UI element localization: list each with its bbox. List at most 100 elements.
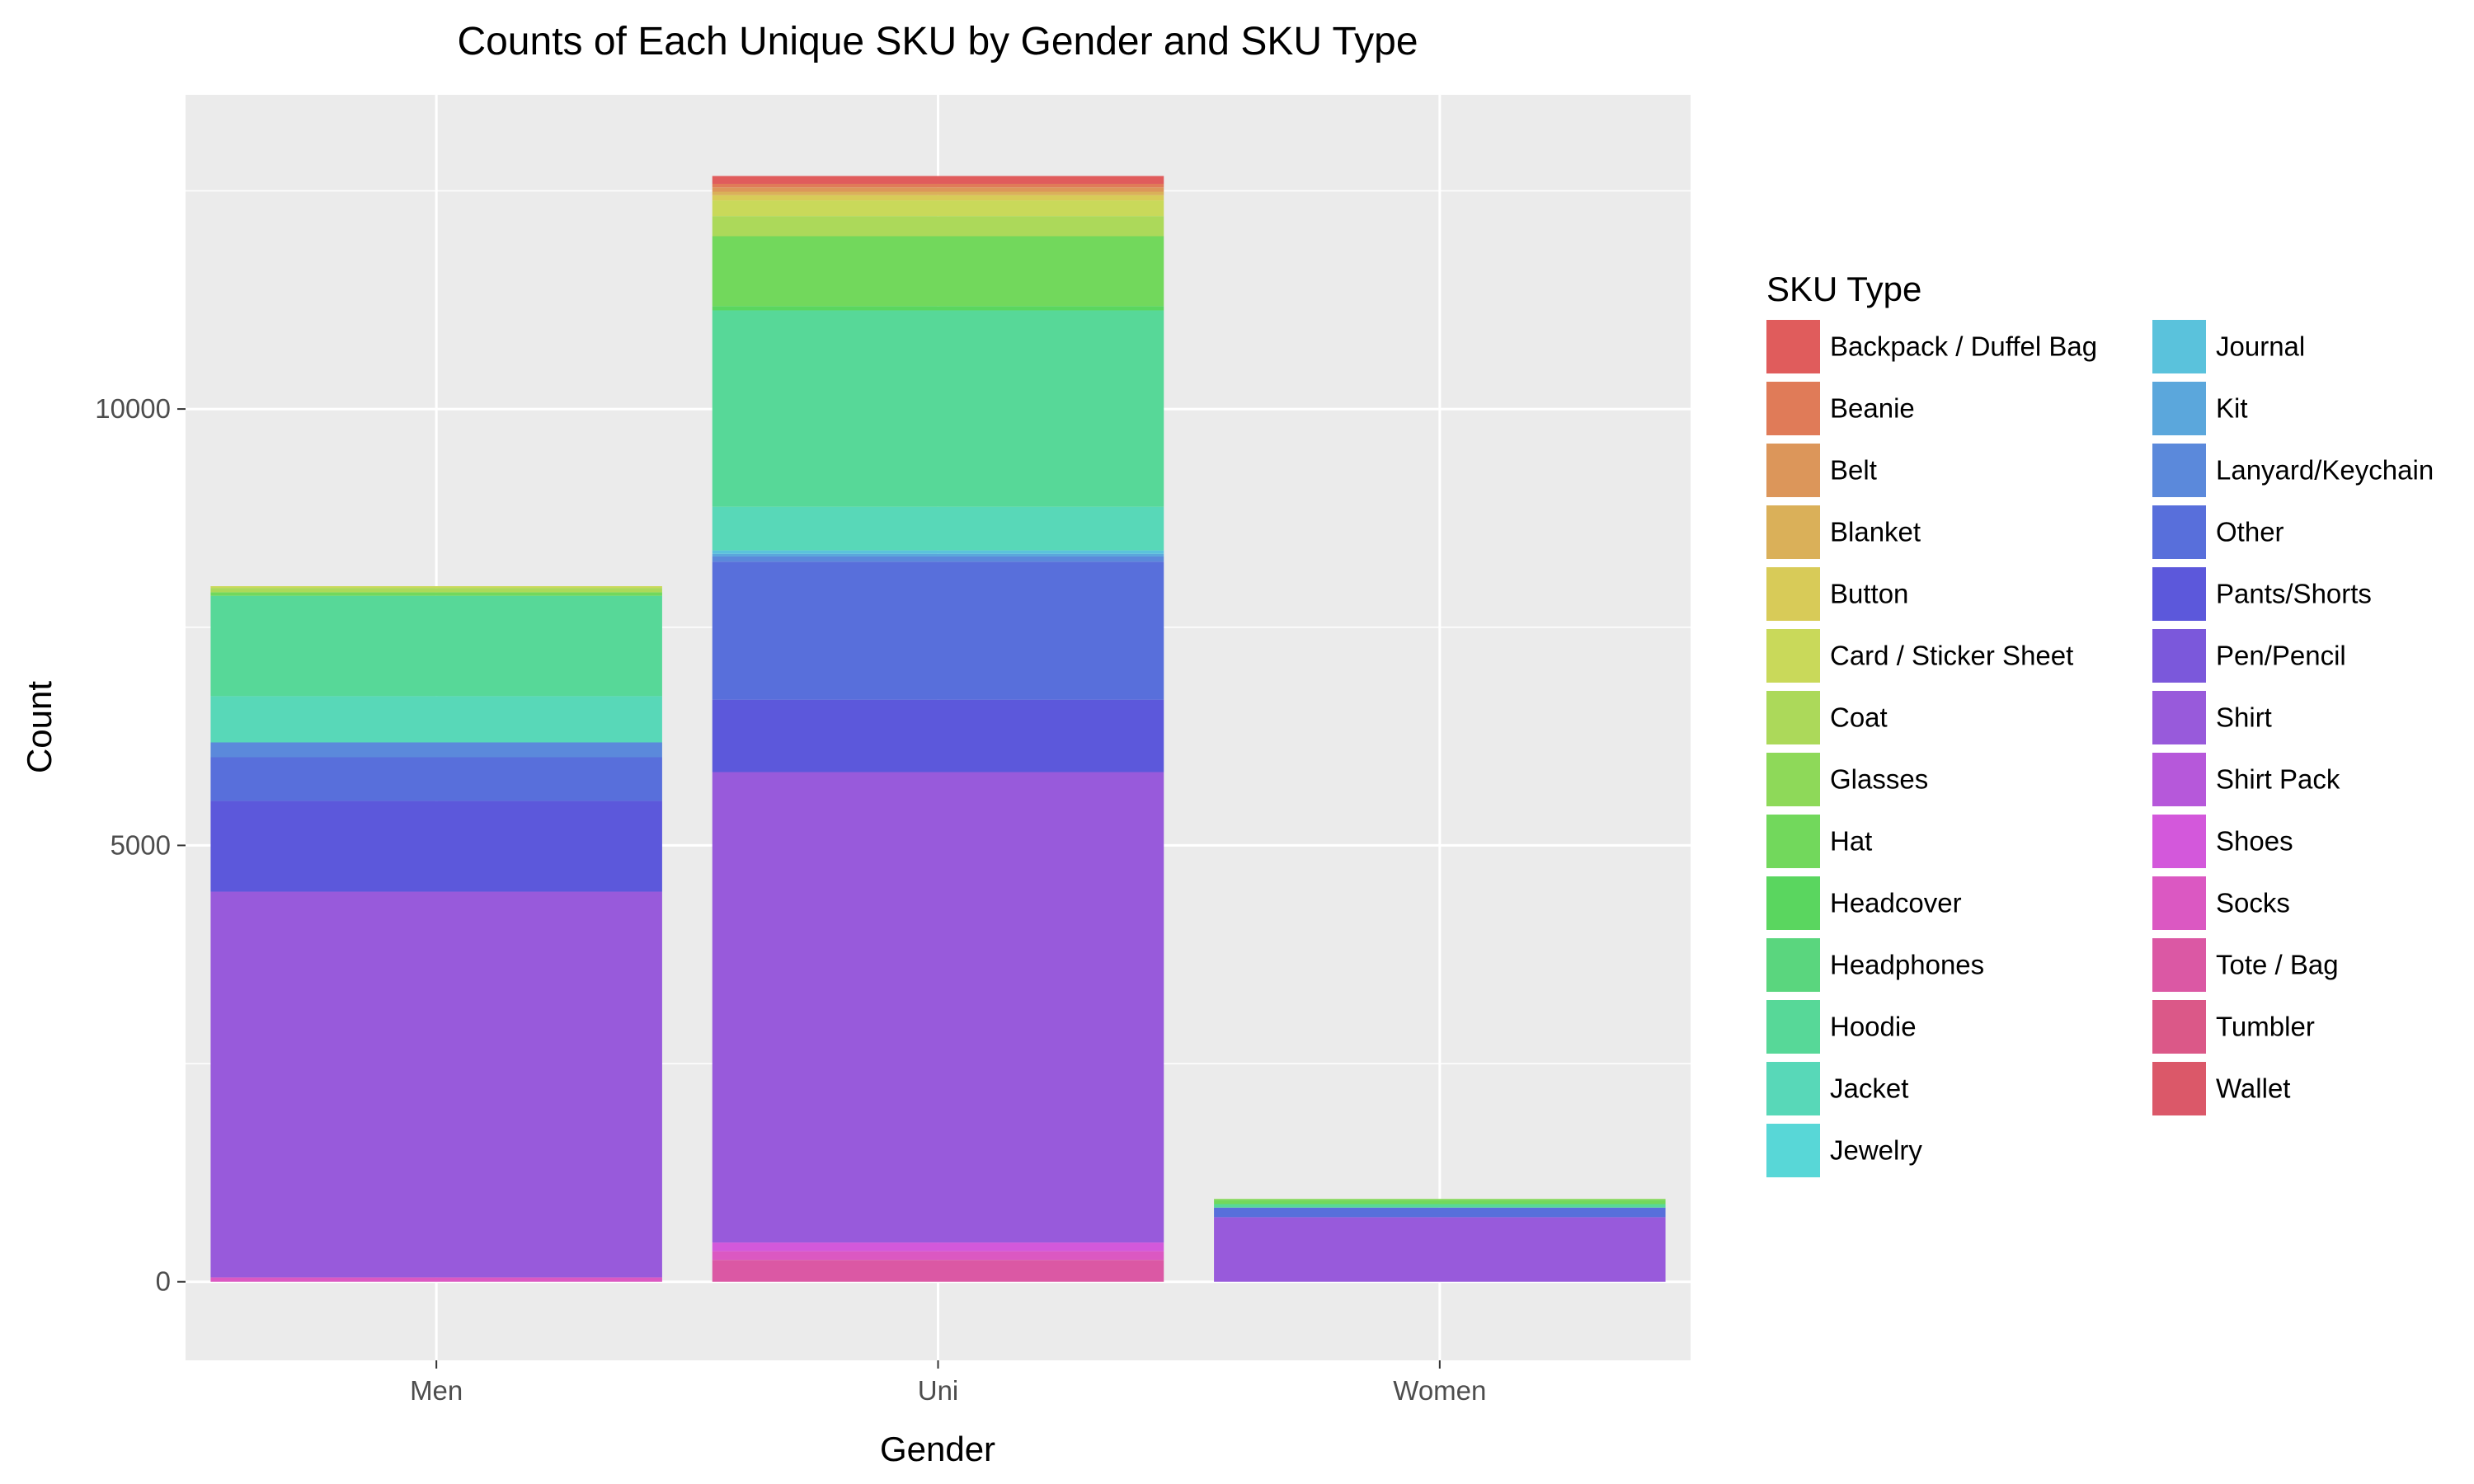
bar-segment-uni-belt [712,187,1164,192]
bar-segment-women-other [1214,1207,1666,1218]
legend: SKU Type Backpack / Duffel Bag Beanie Belt… [1766,270,2434,1177]
y-tick-label: 5000 [111,829,171,860]
bar-segment-men-hat [210,592,662,596]
legend-key-beanie [1766,382,1820,435]
legend-key-coat [1766,691,1820,744]
bar-stacks [210,176,1666,1282]
bar-segment-uni-tote-bag [712,1260,1164,1282]
bar-segment-uni-pants-shorts [712,699,1164,773]
legend-key-shoes [2152,815,2206,868]
bar-segment-men-card-sticker-sheet [210,586,662,589]
bar-segment-uni-coat [712,216,1164,237]
bar-segment-women-hoodie [1214,1204,1666,1208]
x-tick-label-men: Men [410,1375,463,1406]
legend-label-kit: Kit [2216,393,2248,424]
legend-label-card-sticker-sheet: Card / Sticker Sheet [1830,641,2073,671]
legend-key-kit [2152,382,2206,435]
legend-label-blanket: Blanket [1830,517,1921,547]
legend-label-belt: Belt [1830,455,1877,486]
bar-segment-uni-hat [712,236,1164,307]
bar-segment-men-other [210,757,662,801]
legend-key-journal [2152,320,2206,373]
bar-segment-uni-hoodie [712,310,1164,507]
bar-segment-men-lanyard-keychain [210,742,662,758]
bar-segment-uni-socks [712,1251,1164,1261]
legend-label-tote-bag: Tote / Bag [2216,950,2339,980]
legend-key-headphones [1766,938,1820,992]
bar-segment-uni-card-sticker-sheet [712,200,1164,217]
bar-segment-uni-button [712,195,1164,201]
legend-key-wallet [2152,1062,2206,1115]
bar-segment-uni-backpack-duffel-bag [712,176,1164,184]
legend-label-glasses: Glasses [1830,764,1928,795]
legend-label-hat: Hat [1830,826,1872,857]
bar-segment-men-pants-shorts [210,801,662,892]
bar-segment-uni-kit [712,553,1164,557]
bar-segment-men-jacket [210,696,662,743]
x-axis-title: Gender [880,1430,995,1468]
legend-key-lanyard-keychain [2152,444,2206,497]
bar-segment-women-glasses [1214,1199,1666,1200]
axes: 0 5000 10000 Men Uni Women [95,393,1486,1406]
legend-label-pen-pencil: Pen/Pencil [2216,641,2346,671]
legend-key-shirt [2152,691,2206,744]
legend-label-pants-shorts: Pants/Shorts [2216,579,2372,609]
bar-segment-uni-blanket [712,191,1164,195]
legend-label-beanie: Beanie [1830,393,1915,424]
legend-key-jewelry [1766,1124,1820,1177]
legend-label-shoes: Shoes [2216,826,2293,857]
x-tick-label-uni: Uni [918,1375,959,1406]
legend-label-lanyard-keychain: Lanyard/Keychain [2216,455,2434,486]
x-tick-label-women: Women [1393,1375,1486,1406]
legend-key-headcover [1766,876,1820,930]
legend-label-journal: Journal [2216,331,2305,362]
bar-segment-men-socks [210,1277,662,1282]
legend-title: SKU Type [1766,270,1921,308]
y-axis-title: Count [20,681,59,773]
legend-key-blanket [1766,505,1820,559]
y-tick-label: 0 [156,1266,171,1297]
bar-segment-uni-shirt [712,772,1164,1243]
legend-key-tumbler [2152,1000,2206,1054]
legend-label-shirt-pack: Shirt Pack [2216,764,2340,795]
legend-key-belt [1766,444,1820,497]
bar-segment-uni-headcover [712,306,1164,311]
bar-segment-men-coat [210,588,662,593]
legend-label-shirt: Shirt [2216,702,2272,733]
bar-segment-uni-journal [712,550,1164,554]
legend-key-hoodie [1766,1000,1820,1054]
legend-key-pants-shorts [2152,567,2206,621]
legend-label-headcover: Headcover [1830,888,1962,918]
bar-segment-uni-lanyard-keychain [712,556,1164,562]
legend-key-shirt-pack [2152,753,2206,806]
legend-key-other [2152,505,2206,559]
legend-key-tote-bag [2152,938,2206,992]
legend-key-socks [2152,876,2206,930]
bar-segment-men-shirt [210,891,662,1278]
legend-key-jacket [1766,1062,1820,1115]
legend-label-socks: Socks [2216,888,2290,918]
legend-key-hat [1766,815,1820,868]
legend-label-jewelry: Jewelry [1830,1135,1922,1166]
bar-segment-uni-shoes [712,1242,1164,1252]
legend-label-jacket: Jacket [1830,1073,1908,1104]
chart-title: Counts of Each Unique SKU by Gender and … [457,20,1418,63]
legend-label-wallet: Wallet [2216,1073,2290,1104]
legend-label-button: Button [1830,579,1908,609]
y-tick-label: 10000 [95,393,171,424]
bar-segment-uni-other [712,561,1164,700]
legend-label-other: Other [2216,517,2284,547]
legend-label-backpack-duffel-bag: Backpack / Duffel Bag [1830,331,2097,362]
bar-segment-uni-jacket [712,506,1164,551]
legend-key-button [1766,567,1820,621]
legend-key-pen-pencil [2152,629,2206,683]
legend-label-coat: Coat [1830,702,1888,733]
bar-segment-women-hat [1214,1200,1666,1205]
legend-key-backpack-duffel-bag [1766,320,1820,373]
legend-label-hoodie: Hoodie [1830,1012,1917,1042]
bar-segment-men-hoodie [210,595,662,697]
legend-key-glasses [1766,753,1820,806]
legend-key-card-sticker-sheet [1766,629,1820,683]
bar-segment-women-shirt [1214,1217,1666,1282]
